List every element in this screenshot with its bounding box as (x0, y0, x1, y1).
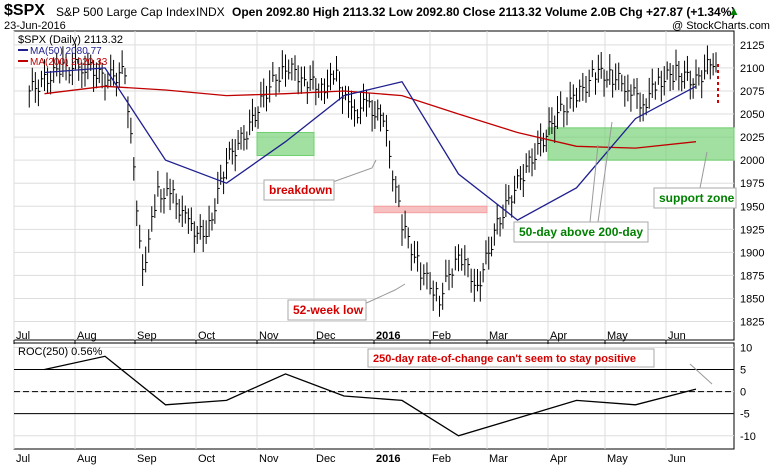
price-y-tick: 1875 (740, 270, 764, 282)
x-tick-label-roc: May (607, 453, 628, 465)
annotation-52-week-low: 52-week low (287, 283, 406, 321)
highlight-zone (373, 205, 488, 214)
price-y-tick: 2000 (740, 155, 764, 167)
price-y-tick: 1825 (740, 317, 764, 329)
label-ma-cross: 50-day above 200-day (519, 225, 643, 239)
annotation-breakdown: breakdown (263, 159, 377, 201)
price-y-tick: 2050 (740, 109, 764, 121)
x-tick-label: Apr (550, 330, 567, 342)
highlight-zone (256, 131, 315, 157)
label-52-week-low: 52-week low (293, 303, 364, 317)
x-tick-label-roc: Oct (198, 453, 215, 465)
x-tick-label: Jun (668, 330, 686, 342)
price-y-tick: 1950 (740, 201, 764, 213)
price-y-tick: 2075 (740, 86, 764, 98)
up-arrow-icon: ▲ (728, 4, 740, 18)
roc-line (44, 355, 697, 437)
roc-y-axis: -10 -5 0 5 10 (740, 342, 756, 442)
price-y-tick: 2125 (740, 40, 764, 52)
price-y-tick: 2100 (740, 63, 764, 75)
price-y-tick: 1850 (740, 293, 764, 305)
ma200-line (44, 85, 697, 149)
exchange-label: INDX (196, 5, 225, 19)
price-y-axis: 1825 1850 1875 1900 1925 1950 1975 2000 2025 2050… (740, 40, 764, 329)
roc-legend: ROC(250) 0.56% (18, 346, 103, 358)
price-y-tick: 1975 (740, 178, 764, 190)
x-tick-label: Nov (259, 330, 279, 342)
roc-y-tick: 0 (740, 387, 746, 399)
roc-y-tick: 5 (740, 365, 746, 377)
roc-y-tick: -5 (740, 409, 750, 421)
x-tick-label: Sep (137, 330, 157, 342)
legend-ma200: MA(200) 2020.33 (30, 57, 108, 68)
x-tick-label: Mar (489, 330, 508, 342)
price-y-tick: 2025 (740, 132, 764, 144)
legend-ma50: MA(50) 2080.77 (30, 46, 102, 57)
roc-reference-lines (14, 369, 734, 415)
highlight-zone (547, 127, 735, 161)
x-tick-label-roc: Apr (550, 453, 567, 465)
x-tick-label-roc: Feb (432, 453, 451, 465)
highlight-zones (256, 127, 735, 214)
date-label: 23-Jun-2016 (4, 20, 66, 32)
quote-line: Open 2092.80 High 2113.32 Low 2092.80 Cl… (232, 5, 736, 19)
x-tick-label: Dec (316, 330, 336, 342)
x-axis: Jul Jul Aug Aug Sep Sep Oct Oct Nov Nov Dec Dec 2016… (13, 330, 686, 465)
price-bars (28, 43, 717, 317)
label-roc-note: 250-day rate-of-change can't seem to sta… (373, 353, 636, 365)
x-tick-label-roc: Nov (259, 453, 279, 465)
roc-y-tick: -10 (740, 431, 756, 443)
x-tick-label-roc: Mar (489, 453, 508, 465)
x-tick-label: Feb (432, 330, 451, 342)
x-tick-label-roc: 2016 (376, 453, 400, 465)
annotation-roc: 250-day rate-of-change can't seem to sta… (367, 348, 713, 385)
x-tick-label-roc: Sep (137, 453, 157, 465)
ma50-line (44, 67, 697, 221)
roc-y-tick: 10 (740, 342, 752, 354)
x-tick-label: Jul (16, 330, 30, 342)
watermark: @ StockCharts.com (672, 20, 770, 32)
annotation-support-zone: support zone (653, 151, 737, 209)
label-support-zone: support zone (659, 191, 735, 205)
price-legend: $SPX (Daily) 2113.32 MA(50) 2080.77 MA(2… (18, 34, 123, 68)
label-breakdown: breakdown (269, 183, 332, 197)
x-tick-label: 2016 (376, 330, 400, 342)
x-tick-label: Aug (77, 330, 97, 342)
x-tick-label-roc: Jun (668, 453, 686, 465)
index-name: S&P 500 Large Cap Index (56, 5, 196, 19)
x-tick-label: May (607, 330, 628, 342)
legend-price: $SPX (Daily) 2113.32 (18, 34, 123, 46)
x-tick-label-roc: Jul (16, 453, 30, 465)
price-y-tick: 1925 (740, 224, 764, 236)
x-tick-label-roc: Dec (316, 453, 336, 465)
annotation-ma-cross: 50-day above 200-day (513, 121, 649, 243)
x-tick-label-roc: Aug (77, 453, 97, 465)
symbol-label: $SPX (4, 2, 45, 19)
x-tick-label: Oct (198, 330, 215, 342)
price-y-tick: 1900 (740, 247, 764, 259)
